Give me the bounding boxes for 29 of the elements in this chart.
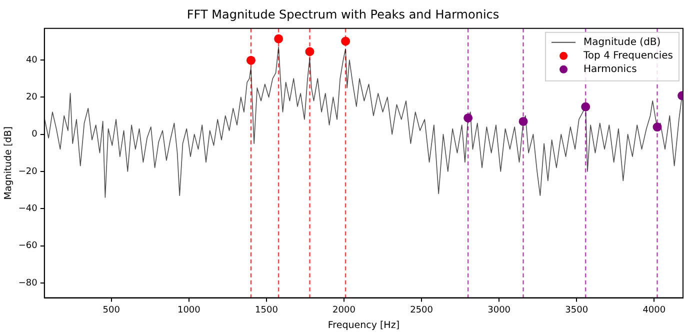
legend-label: Top 4 Frequencies — [582, 50, 674, 62]
point — [341, 36, 350, 46]
point — [305, 47, 314, 56]
point — [246, 56, 256, 65]
y-tick-label: 20 — [26, 92, 38, 102]
x-tick-label: 4000 — [642, 306, 666, 316]
point — [274, 34, 284, 44]
y-tick-label: 0 — [32, 130, 38, 140]
x-tick-label: 3500 — [565, 306, 588, 316]
point — [464, 113, 473, 122]
point — [652, 122, 662, 132]
x-tick-label: 2000 — [332, 306, 356, 316]
x-tick-label: 3000 — [488, 306, 511, 316]
y-tick-label: −40 — [18, 204, 38, 214]
y-tick-label: −80 — [18, 278, 38, 288]
legend-label: Magnitude (dB) — [584, 36, 661, 48]
x-tick-label: 2500 — [410, 306, 434, 316]
point — [581, 102, 590, 112]
x-tick-label: 500 — [102, 306, 120, 316]
x-tick-label: 1000 — [177, 306, 201, 316]
x-tick-label: 1500 — [255, 306, 278, 316]
y-axis-title: Magnitude [dB] — [3, 126, 14, 200]
y-tick-label: 40 — [26, 55, 38, 66]
chart-title: FFT Magnitude Spectrum with Peaks and Harmonics — [186, 7, 500, 22]
point — [518, 116, 528, 126]
x-axis-title: Frequency [Hz] — [328, 320, 400, 331]
y-tick-label: −60 — [18, 241, 38, 252]
legend-label: Harmonics — [584, 64, 637, 75]
y-tick-label: −20 — [18, 166, 38, 177]
